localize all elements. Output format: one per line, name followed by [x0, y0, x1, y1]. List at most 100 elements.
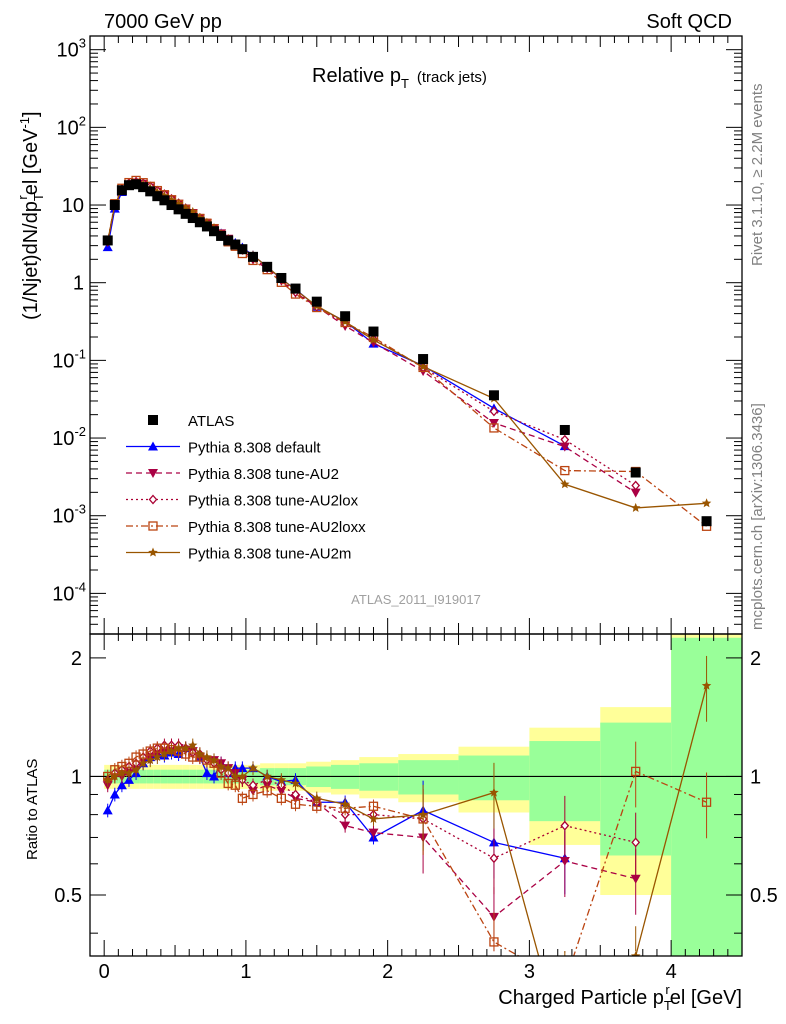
marker-diamond: [560, 820, 570, 831]
marker-square-open: [489, 423, 499, 433]
marker-square: [230, 239, 241, 250]
legend-item: Pythia 8.308 tune-AU2m: [126, 546, 351, 563]
marker-square: [340, 311, 351, 322]
marker-square: [109, 200, 120, 211]
marker-diamond: [489, 406, 499, 417]
marker-square-open: [223, 778, 233, 789]
marker-square-open: [262, 786, 272, 796]
marker-triangle-down: [630, 488, 641, 498]
marker-star: [223, 763, 233, 773]
header-right: Soft QCD: [646, 11, 732, 33]
marker-square-open: [237, 793, 248, 803]
x-tick-label: 4: [666, 961, 677, 983]
marker-star: [262, 771, 272, 781]
marker-star: [248, 763, 258, 773]
legend-item: Pythia 8.308 tune-AU2loxx: [126, 519, 366, 536]
legend-item: Pythia 8.308 default: [126, 440, 321, 457]
marker-square: [102, 235, 113, 246]
marker-triangle-up: [209, 771, 220, 781]
marker-star: [312, 793, 322, 803]
marker-diamond: [631, 837, 641, 848]
marker-square: [194, 217, 205, 228]
y-tick-base: 10: [52, 428, 74, 450]
y-tick-exp: -1: [74, 346, 86, 361]
marker-star: [340, 316, 350, 326]
marker-star: [124, 768, 134, 778]
marker-star: [630, 951, 641, 956]
x-axis-label: Charged Particle pTrel [GeV]: [498, 982, 742, 1013]
mcplots-label: mcplots.cern.ch [arXiv:1306.3436]: [749, 403, 766, 630]
y-axis-label-unit-sup: -1: [17, 117, 32, 129]
y-tick-base: 10: [57, 40, 79, 62]
y-tick-label: 10-3: [52, 502, 86, 528]
main-frame: [89, 35, 743, 635]
marker-star: [290, 778, 301, 788]
x-axis-label-sup: r: [665, 982, 670, 997]
marker-star: [368, 813, 379, 823]
marker-diamond: [560, 434, 570, 445]
marker-square-open: [560, 465, 570, 476]
legend-item: ATLAS: [148, 413, 234, 430]
y-tick-base: 10: [52, 583, 74, 605]
marker-square: [559, 424, 570, 435]
marker-square-open: [248, 789, 258, 800]
marker-star: [418, 809, 428, 819]
marker-square: [159, 195, 170, 206]
marker-star: [131, 764, 141, 774]
marker-square-open: [561, 978, 569, 986]
marker-square: [418, 354, 429, 365]
series-line-ratio: [107, 747, 707, 956]
data-series-atlas: [102, 179, 712, 527]
y-tick-exp: -4: [74, 579, 86, 594]
legend-label: Pythia 8.308 default: [188, 440, 321, 457]
main-series-layer: [102, 175, 712, 531]
marker-triangle-up: [102, 805, 113, 815]
ratio-axis-label: Ratio to ATLAS: [24, 759, 41, 860]
marker-triangle-up: [109, 789, 120, 799]
marker-square: [131, 179, 142, 190]
y-tick-base: 10: [52, 506, 74, 528]
marker-star: [418, 361, 428, 371]
ratio-tick-label-right: 1: [750, 766, 761, 788]
marker-star: [138, 758, 148, 768]
legend-label: Pythia 8.308 tune-AU2m: [188, 546, 351, 563]
ratio-tick-label-right: 2: [750, 648, 761, 670]
legend-label: ATLAS: [188, 413, 234, 430]
analysis-id: ATLAS_2011_I919017: [351, 592, 481, 607]
y-tick-base: 10: [57, 117, 79, 139]
marker-triangle-down: [148, 469, 158, 478]
marker-star: [103, 774, 113, 784]
marker-star: [195, 749, 205, 759]
legend-label: Pythia 8.308 tune-AU2loxx: [188, 519, 366, 536]
x-axis-label-tail: el [GeV]: [670, 987, 742, 1009]
marker-square: [173, 204, 184, 215]
y-axis-label-sub: T: [31, 193, 46, 201]
marker-star: [202, 752, 212, 762]
marker-diamond: [489, 853, 499, 864]
marker-diamond: [631, 480, 641, 491]
y-tick-label: 10: [62, 195, 84, 217]
y-axis-label-sup: r: [15, 195, 30, 200]
marker-square: [290, 283, 301, 294]
y-tick-exp: -3: [74, 502, 86, 517]
marker-square: [148, 415, 158, 425]
marker-square: [123, 180, 134, 191]
marker-star: [701, 680, 712, 690]
y-tick-exp: 3: [79, 36, 86, 51]
marker-square-open: [276, 793, 286, 803]
marker-star: [148, 547, 158, 557]
marker-square: [209, 226, 220, 237]
marker-star: [276, 774, 287, 784]
ratio-y-ticks: 0.5 0.5 1 1 2 2: [54, 648, 778, 934]
series-ratio-4: [103, 655, 712, 956]
marker-square: [152, 191, 163, 202]
marker-triangle-up: [201, 768, 212, 778]
marker-star: [630, 502, 641, 512]
marker-square: [166, 200, 177, 211]
marker-square: [276, 272, 287, 283]
marker-star: [237, 771, 248, 781]
marker-square-open: [631, 766, 641, 777]
